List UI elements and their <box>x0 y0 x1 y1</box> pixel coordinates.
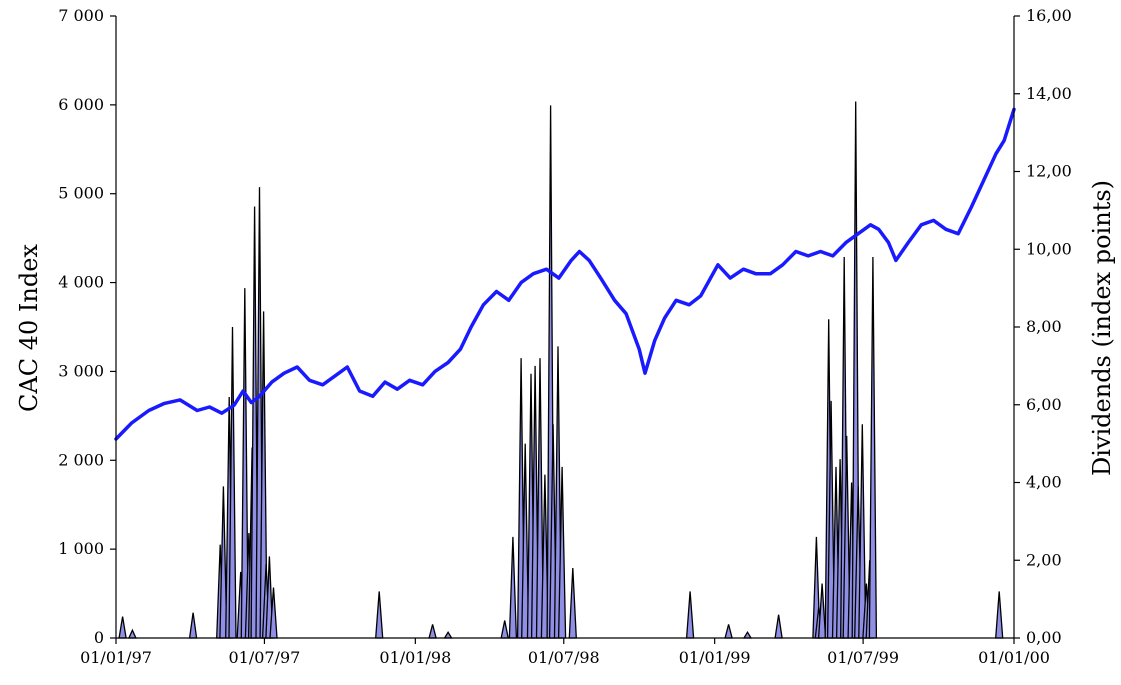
dividend-spike <box>118 616 127 639</box>
index-line <box>114 107 1016 441</box>
y2-tick-label: 14,00 <box>1026 84 1072 103</box>
x-tick-label: 01/01/00 <box>978 648 1050 667</box>
dividend-spike <box>443 630 453 639</box>
dividend-spike <box>994 591 1004 639</box>
index-series <box>114 107 1016 441</box>
y-tick-label: 6 000 <box>58 95 104 114</box>
dividend-spike <box>724 624 733 639</box>
y-tick-label: 2 000 <box>58 450 104 469</box>
y2-tick-label: 8,00 <box>1026 317 1062 336</box>
x-tick-label: 01/01/97 <box>80 648 152 667</box>
y-tick-label: 1 000 <box>58 539 104 558</box>
y2-tick-label: 6,00 <box>1026 395 1062 414</box>
x-tick-label: 01/01/98 <box>379 648 451 667</box>
y2-tick-label: 4,00 <box>1026 473 1062 492</box>
dividend-spike <box>685 591 695 639</box>
y-tick-label: 5 000 <box>58 184 104 203</box>
x-tick-label: 01/07/98 <box>528 648 600 667</box>
y2-tick-label: 10,00 <box>1026 239 1072 258</box>
dividend-spike <box>500 620 509 639</box>
y-tick-label: 3 000 <box>58 361 104 380</box>
y2-tick-label: 12,00 <box>1026 162 1072 181</box>
x-tick-label: 01/07/99 <box>827 648 899 667</box>
dividend-spike <box>742 630 753 639</box>
dividend-spike <box>568 567 577 639</box>
y-tick-label: 7 000 <box>58 6 104 25</box>
dividend-spike <box>374 591 384 639</box>
y2-axis-title: Dividends (index points) <box>1088 180 1116 476</box>
dividend-spike <box>508 536 518 639</box>
y-axis-title: CAC 40 Index <box>15 244 43 412</box>
dividend-spike <box>127 628 137 639</box>
y-tick-label: 4 000 <box>58 273 104 292</box>
y2-tick-label: 0,00 <box>1026 628 1062 647</box>
y2-tick-label: 2,00 <box>1026 550 1062 569</box>
y2-tick-label: 16,00 <box>1026 6 1072 25</box>
x-tick-label: 01/07/97 <box>229 648 301 667</box>
dividend-spike <box>774 614 783 639</box>
dividend-series <box>118 101 1004 639</box>
dividend-spike <box>428 624 437 639</box>
y-tick-label: 0 <box>94 628 104 647</box>
dividend-spike <box>868 256 878 639</box>
dividend-spike <box>188 612 198 639</box>
axes: 0 1 000 2 000 3 000 4 000 5 000 6 000 7 000 0,00… <box>58 6 1072 667</box>
x-tick-label: 01/01/99 <box>679 648 751 667</box>
